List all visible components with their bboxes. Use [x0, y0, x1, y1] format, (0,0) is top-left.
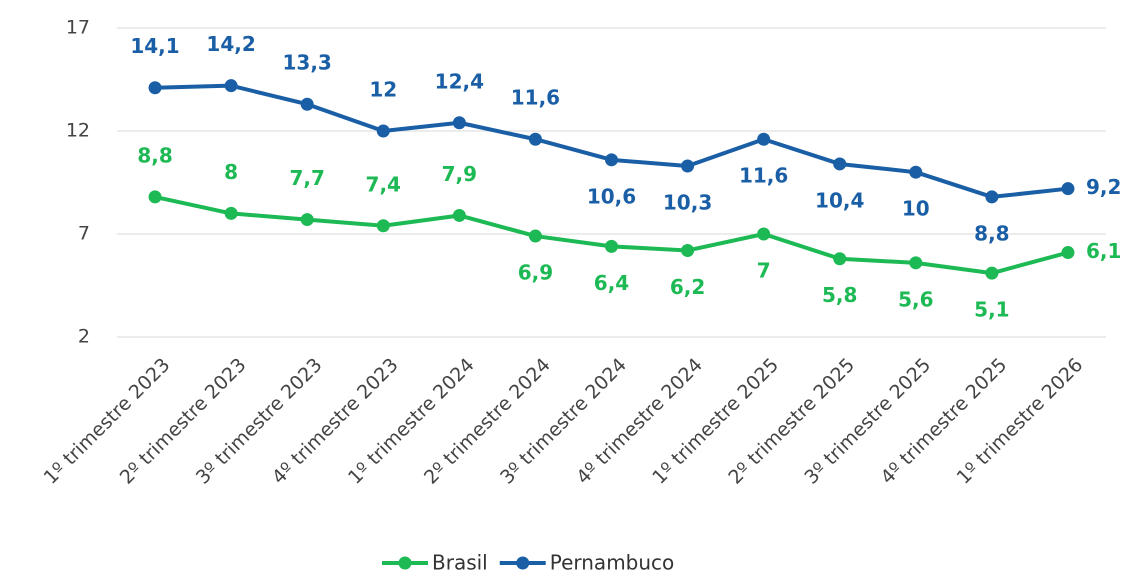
data-point [681, 159, 695, 173]
data-point [909, 165, 923, 179]
legend-marker [516, 556, 530, 570]
data-label: 8,8 [974, 221, 1009, 245]
data-label: 8,8 [137, 143, 172, 167]
x-tick-label: 1º trimestre 2023 [40, 354, 175, 489]
data-point [757, 227, 771, 241]
data-label: 7,9 [442, 162, 477, 186]
x-tick-label: 3º trimestre 2025 [800, 354, 935, 489]
data-label: 12 [369, 78, 397, 102]
legend-label: Brasil [432, 551, 488, 575]
x-tick-label: 1º trimestre 2024 [344, 354, 479, 489]
data-label: 8 [224, 160, 238, 184]
data-point [605, 239, 618, 253]
data-label: 6,1 [1086, 239, 1121, 263]
y-tick-label: 7 [78, 223, 90, 245]
data-label: 12,4 [435, 69, 484, 93]
data-point [300, 97, 314, 111]
data-point [148, 190, 162, 204]
x-tick-label: 1º trimestre 2025 [648, 354, 783, 489]
data-point [300, 213, 314, 227]
data-point [452, 116, 466, 130]
data-point [681, 243, 695, 257]
x-tick-label: 4º trimestre 2023 [268, 354, 403, 489]
data-label: 11,6 [739, 164, 788, 188]
y-tick-label: 2 [78, 326, 90, 348]
data-point [528, 132, 542, 146]
data-point [376, 124, 390, 138]
data-label: 10,6 [587, 184, 636, 208]
x-tick-label: 3º trimestre 2024 [496, 354, 631, 489]
x-tick-label: 4º trimestre 2025 [876, 354, 1011, 489]
y-tick-label: 12 [66, 120, 90, 142]
x-tick-label: 3º trimestre 2023 [192, 354, 327, 489]
data-label: 5,1 [974, 298, 1009, 322]
data-label: 14,1 [130, 34, 179, 58]
data-point [909, 256, 923, 270]
series-line [154, 194, 1069, 276]
data-point [605, 153, 618, 167]
data-label: 7,4 [366, 172, 401, 196]
data-point [757, 132, 771, 146]
data-point [985, 190, 999, 204]
data-point [1061, 246, 1075, 260]
data-label: 10 [902, 197, 930, 221]
data-point [833, 157, 847, 171]
data-point [833, 252, 847, 266]
x-tick-label: 2º trimestre 2024 [420, 354, 555, 489]
data-label: 6,9 [518, 261, 553, 285]
data-label: 7,7 [289, 166, 324, 190]
data-label: 10,4 [815, 188, 864, 212]
data-label: 7 [757, 259, 771, 283]
data-point [224, 206, 238, 220]
data-label: 6,2 [670, 275, 705, 299]
data-point [148, 81, 162, 95]
x-tick-label: 1º trimestre 2026 [953, 354, 1088, 489]
data-label: 5,6 [898, 287, 933, 311]
data-label: 14,2 [206, 32, 255, 56]
data-label: 10,3 [663, 191, 712, 215]
x-tick-label: 2º trimestre 2025 [724, 354, 859, 489]
legend-marker [398, 556, 412, 570]
legend-label: Pernambuco [550, 551, 675, 575]
data-label: 5,8 [822, 283, 857, 307]
data-label: 9,2 [1086, 175, 1121, 199]
data-point [985, 266, 999, 280]
data-point [452, 208, 466, 222]
data-point [528, 229, 542, 243]
x-tick-label: 4º trimestre 2024 [572, 354, 707, 489]
x-tick-label: 2º trimestre 2023 [116, 354, 251, 489]
data-point [376, 219, 390, 233]
data-label: 11,6 [511, 86, 560, 110]
data-point [1061, 182, 1075, 196]
data-label: 6,4 [594, 271, 629, 295]
data-label: 13,3 [283, 51, 332, 75]
data-point [224, 79, 238, 93]
y-tick-label: 17 [66, 17, 90, 39]
